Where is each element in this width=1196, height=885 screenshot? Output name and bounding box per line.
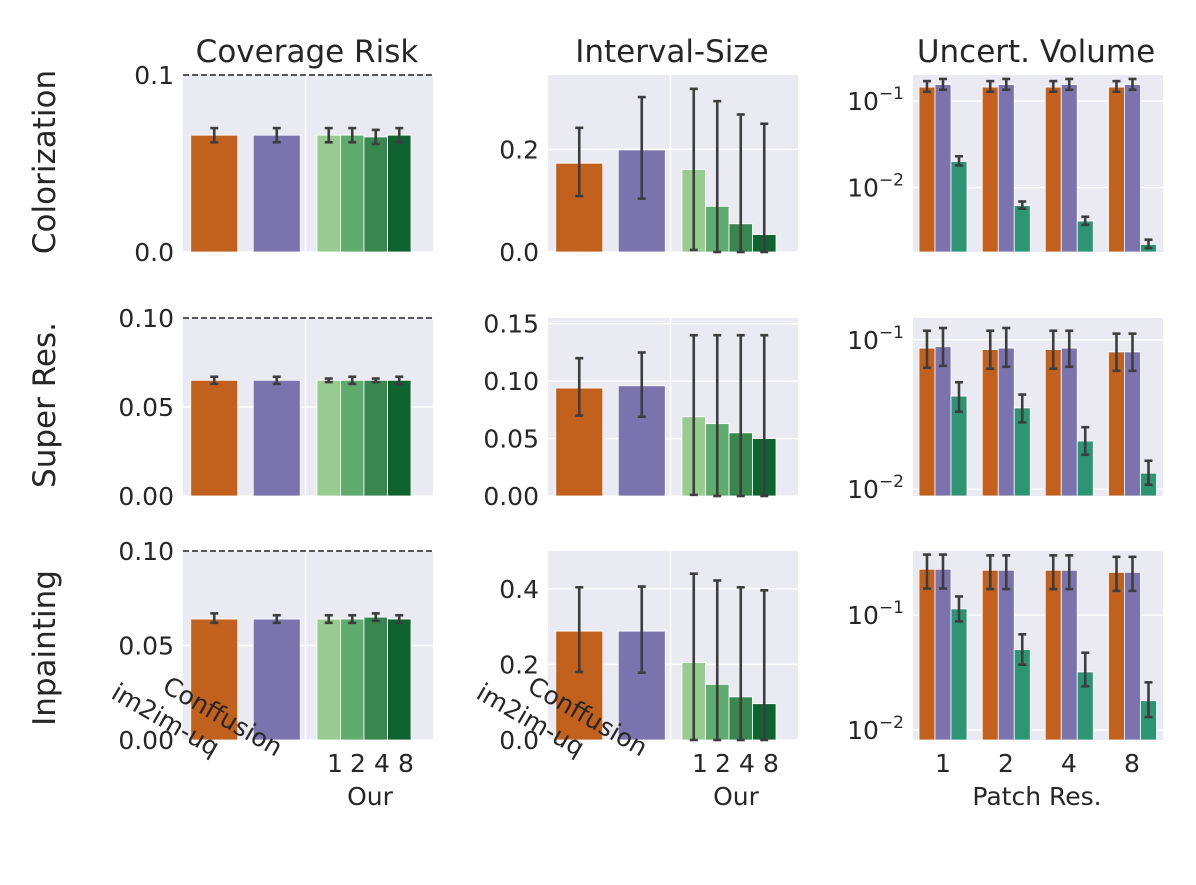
colorization-uncert-volume-bar-our-patch-1 xyxy=(950,161,968,253)
colorization-uncert-volume-bar-conffusion-patch-8 xyxy=(1124,84,1141,253)
colorization-uncert-volume-ytick-label: 10−1 xyxy=(847,84,904,116)
inpainting-interval-size-panel: 0.0 0.2 0.4 xyxy=(499,551,798,755)
super-res-uncert-volume-bar-conffusion-patch-2 xyxy=(997,347,1015,497)
inpainting-coverage-risk-bar-our-1 xyxy=(316,618,341,741)
inpainting-uncert-volume-ytick-label: 10−2 xyxy=(847,713,904,745)
patch-res-label: Patch Res. xyxy=(972,782,1101,811)
super-res-interval-size-ytick-label: 0.15 xyxy=(483,310,539,339)
colorization-uncert-volume-bar-our-patch-2 xyxy=(1013,205,1031,253)
colorization-coverage-risk-bar-our-4 xyxy=(363,136,388,253)
colorization-coverage-risk-bar-im2im-uq xyxy=(190,134,239,253)
colorization-interval-size-ytick-label: 0.2 xyxy=(499,135,539,164)
colorization-coverage-risk-bar-our-8 xyxy=(387,134,412,253)
our-tick-2-coverage: 2 xyxy=(350,749,366,778)
our-tick-4-coverage: 4 xyxy=(374,749,390,778)
our-tick-1-interval: 1 xyxy=(692,749,708,778)
inpainting-uncert-volume-ytick-label: 10−1 xyxy=(847,598,904,630)
inpainting-coverage-risk-ytick-label: 0.00 xyxy=(118,726,174,755)
super-res-uncert-volume-ytick-label: 10−1 xyxy=(847,323,904,355)
inpainting-uncert-volume-bar-our-patch-1 xyxy=(950,608,968,741)
inpainting-interval-size-ytick-label: 0.2 xyxy=(499,650,539,679)
super-res-uncert-volume-bar-im2im-uq-patch-8 xyxy=(1108,351,1125,497)
inpainting-interval-size-ytick-label: 0.4 xyxy=(499,575,539,604)
super-res-uncert-volume-bar-im2im-uq-patch-1 xyxy=(918,347,936,497)
colorization-coverage-risk-bar-our-2 xyxy=(340,134,365,253)
super-res-coverage-risk-panel: 0.00 0.05 0.10 xyxy=(118,304,433,511)
col-title-uncert-volume: Uncert. Volume xyxy=(917,34,1155,70)
super-res-coverage-risk-bar-our-2 xyxy=(340,379,365,497)
super-res-interval-size-panel: 0.00 0.05 0.10 0.15 xyxy=(483,310,798,511)
col-title-coverage-risk: Coverage Risk xyxy=(196,34,419,70)
patch-tick-8: 8 xyxy=(1124,749,1140,778)
inpainting-uncert-volume-bar-im2im-uq-patch-8 xyxy=(1108,571,1125,741)
inpainting-uncert-volume-bar-conffusion-patch-2 xyxy=(997,569,1015,741)
colorization-coverage-risk-bar-conffusion xyxy=(252,134,301,253)
colorization-uncert-volume-ytick-label: 10−2 xyxy=(847,171,904,203)
super-res-uncert-volume-bar-conffusion-patch-4 xyxy=(1060,347,1078,497)
colorization-interval-size-panel: 0.0 0.2 xyxy=(499,75,798,267)
patch-tick-1: 1 xyxy=(935,749,951,778)
inpainting-uncert-volume-bar-im2im-uq-patch-4 xyxy=(1044,569,1062,741)
inpainting-uncert-volume-panel: 10−1 10−2 xyxy=(847,551,1163,745)
super-res-interval-size-ytick-label: 0.05 xyxy=(483,425,539,454)
inpainting-coverage-risk-ytick-label: 0.05 xyxy=(118,632,174,661)
super-res-uncert-volume-bar-conffusion-patch-1 xyxy=(934,346,952,497)
colorization-coverage-risk-panel: 0.0 0.1 xyxy=(134,61,433,267)
colorization-coverage-risk-bar-our-1 xyxy=(316,134,341,253)
inpainting-uncert-volume-bar-conffusion-patch-4 xyxy=(1060,569,1078,741)
inpainting-coverage-risk-bar-our-4 xyxy=(363,616,388,741)
colorization-uncert-volume-bar-conffusion-patch-2 xyxy=(997,84,1015,253)
row-label-inpainting: Inpainting xyxy=(27,570,63,726)
inpainting-coverage-risk-ytick-label: 0.10 xyxy=(118,537,174,566)
super-res-coverage-risk-bar-our-8 xyxy=(387,379,412,497)
inpainting-uncert-volume-bar-conffusion-patch-8 xyxy=(1124,571,1141,741)
inpainting-uncert-volume-bar-conffusion-patch-1 xyxy=(934,568,952,741)
row-label-colorization: Colorization xyxy=(27,70,63,254)
row-label-super-res: Super Res. xyxy=(27,322,63,488)
patch-tick-2: 2 xyxy=(998,749,1014,778)
super-res-uncert-volume-bar-im2im-uq-patch-2 xyxy=(981,349,999,497)
inpainting-coverage-risk-bar-conffusion xyxy=(252,618,301,741)
super-res-coverage-risk-ytick-label: 0.05 xyxy=(118,393,174,422)
our-tick-4-interval: 4 xyxy=(739,749,755,778)
super-res-uncert-volume-panel: 10−1 10−2 xyxy=(847,318,1163,504)
patch-tick-4: 4 xyxy=(1061,749,1077,778)
super-res-coverage-risk-ytick-label: 0.00 xyxy=(118,482,174,511)
colorization-coverage-risk-ytick-label: 0.1 xyxy=(134,61,174,90)
our-tick-2-interval: 2 xyxy=(715,749,731,778)
colorization-coverage-risk-ytick-label: 0.0 xyxy=(134,238,174,267)
super-res-uncert-volume-bar-conffusion-patch-8 xyxy=(1124,351,1141,497)
colorization-interval-size-ytick-label: 0.0 xyxy=(499,238,539,267)
our-tick-1-coverage: 1 xyxy=(327,749,343,778)
super-res-coverage-risk-ytick-label: 0.10 xyxy=(118,304,174,333)
inpainting-coverage-risk-bar-our-8 xyxy=(387,618,412,741)
super-res-coverage-risk-bar-our-4 xyxy=(363,379,388,497)
super-res-uncert-volume-bar-im2im-uq-patch-4 xyxy=(1044,349,1062,497)
colorization-uncert-volume-bar-im2im-uq-patch-1 xyxy=(918,86,936,253)
super-res-coverage-risk-bar-im2im-uq xyxy=(190,379,239,497)
super-res-interval-size-ytick-label: 0.00 xyxy=(483,482,539,511)
inpainting-coverage-risk-panel: 0.00 0.05 0.10 xyxy=(118,537,433,755)
colorization-uncert-volume-panel: 10−1 10−2 xyxy=(847,75,1163,253)
colorization-uncert-volume-bar-conffusion-patch-1 xyxy=(934,84,952,253)
super-res-interval-size-ytick-label: 0.10 xyxy=(483,367,539,396)
colorization-uncert-volume-bar-im2im-uq-patch-2 xyxy=(981,86,999,253)
panels: 0.0 0.1 0.0 0.2 10−1 10−2 0.00 0.05 0.10 0.00 0.05… xyxy=(118,61,1163,755)
colorization-uncert-volume-bar-im2im-uq-patch-4 xyxy=(1044,86,1062,253)
colorization-uncert-volume-bar-im2im-uq-patch-8 xyxy=(1108,86,1125,253)
our-tick-8-interval: 8 xyxy=(763,749,779,778)
inpainting-coverage-risk-bar-our-2 xyxy=(340,618,365,741)
inpainting-uncert-volume-bar-im2im-uq-patch-2 xyxy=(981,569,999,741)
our-label-interval: Our xyxy=(713,782,760,811)
super-res-coverage-risk-bar-conffusion xyxy=(252,379,301,497)
super-res-coverage-risk-bar-our-1 xyxy=(316,379,341,497)
super-res-uncert-volume-ytick-label: 10−2 xyxy=(847,472,904,504)
inpainting-uncert-volume-bar-im2im-uq-patch-1 xyxy=(918,568,936,741)
col-title-interval-size: Interval-Size xyxy=(575,34,769,70)
inpainting-interval-size-ytick-label: 0.0 xyxy=(499,726,539,755)
colorization-uncert-volume-bar-conffusion-patch-4 xyxy=(1060,84,1078,253)
our-label-coverage: Our xyxy=(347,782,394,811)
our-tick-8-coverage: 8 xyxy=(398,749,414,778)
